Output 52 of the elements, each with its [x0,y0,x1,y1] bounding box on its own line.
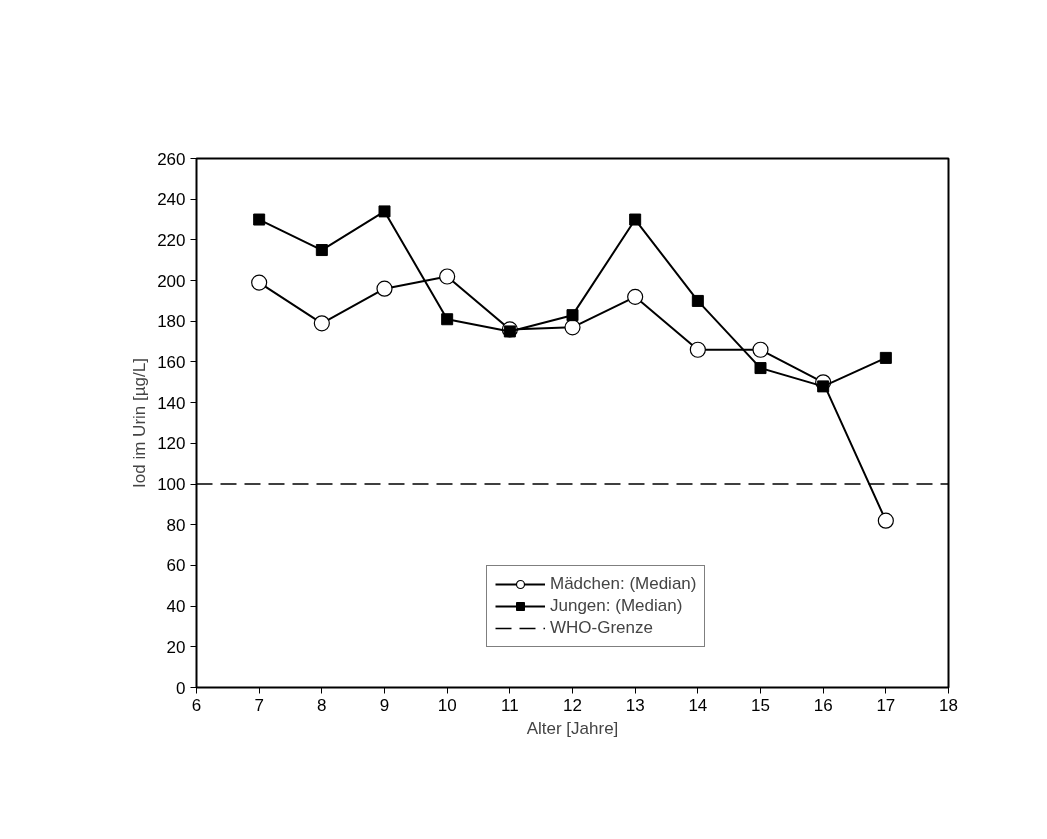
point [629,213,642,226]
y-tick-label: 80 [166,515,186,535]
point [817,380,830,393]
x-tick-label: 10 [437,695,457,715]
x-tick-label: 12 [563,695,582,715]
x-tick-label: 15 [751,695,770,715]
x-tick-label: 6 [191,695,202,715]
point [754,362,767,375]
x-tick-label: 14 [688,695,708,715]
x-tick-label: 18 [939,695,958,715]
point [691,294,704,307]
legend-label: WHO-Grenze [550,618,653,638]
point [439,268,456,285]
point [877,512,894,529]
x-tick-label: 9 [379,695,390,715]
x-axis-title: Alter [Jahre] [526,718,619,738]
y-tick-label: 60 [166,556,186,576]
point [315,244,328,257]
y-tick-label: 40 [166,597,186,617]
point [503,325,516,338]
x-tick-label: 11 [501,695,519,715]
x-tick-label: 17 [876,695,896,715]
x-tick-label: 16 [813,695,833,715]
point [253,213,266,226]
x-tick-label: 7 [254,695,264,715]
y-tick-label: 120 [157,434,186,454]
point [564,319,581,336]
y-tick-label: 200 [157,271,186,291]
y-tick-label: 260 [157,149,186,169]
point [689,341,706,358]
point [313,315,330,332]
x-tick-label: 13 [625,695,645,715]
y-axis-title: Iod im Urin [µg/L] [130,358,150,488]
y-tick-label: 20 [166,637,186,657]
point [879,351,892,364]
y-tick-label: 240 [157,190,186,210]
point [627,288,644,305]
legend-label: Mädchen: (Median) [550,574,697,594]
x-tick-label: 8 [317,695,327,715]
y-tick-label: 220 [157,230,186,250]
y-tick-label: 140 [157,393,186,413]
point [378,205,391,218]
point [251,274,268,291]
y-tick-label: 180 [157,312,186,332]
legend-label: Jungen: (Median) [550,596,683,616]
point [376,280,393,297]
y-tick-label: 160 [157,352,186,372]
point [441,313,454,326]
y-tick-label: 100 [157,475,186,495]
point [566,309,579,322]
point [752,341,769,358]
y-tick-label: 0 [176,678,186,698]
